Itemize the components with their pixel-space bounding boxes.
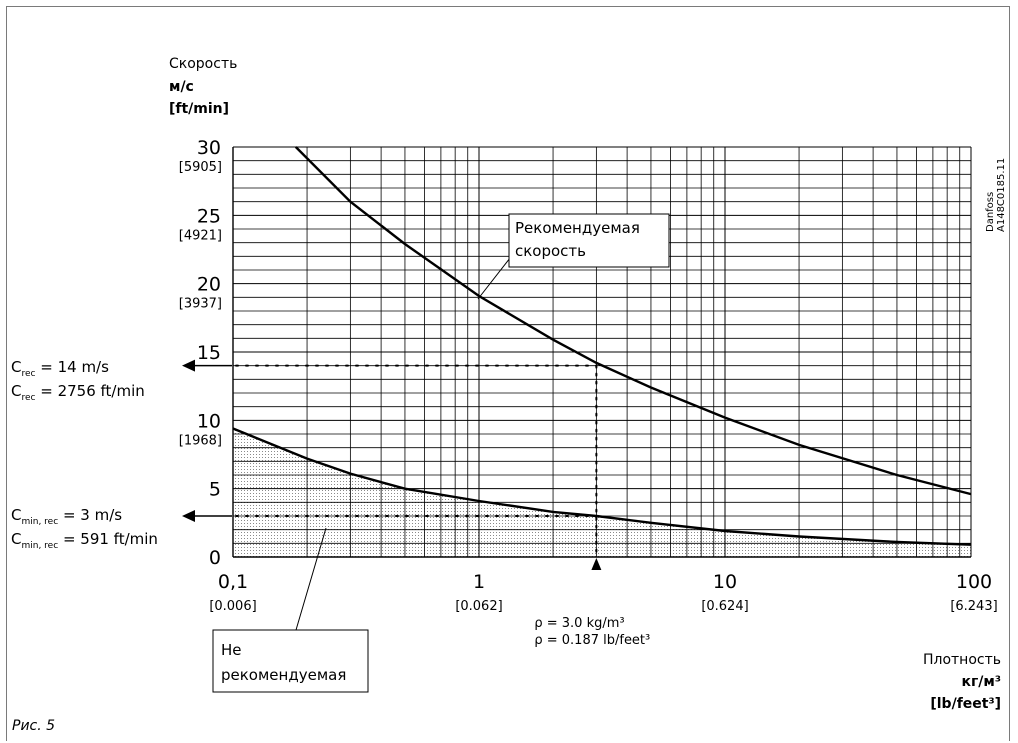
danfoss-label: Danfoss (985, 192, 996, 232)
recommended-box (508, 213, 670, 268)
x-tick-sublabel: [6.243] (950, 599, 997, 614)
y-tick-label: 20 (197, 274, 221, 296)
recommended-box-line1: Рекомендуемая (515, 219, 640, 237)
y-tick-label: 0 (209, 547, 221, 569)
x-tick-sublabel: [0.624] (701, 599, 748, 614)
y-tick-label: 15 (197, 342, 221, 364)
c-rec-si-label: Crec = 14 m/s (11, 358, 109, 379)
c-rec-imperial-label: Crec = 2756 ft/min (11, 382, 145, 403)
not-recommended-leader-line (295, 527, 327, 631)
not-recommended-box-line2: рекомендуемая (221, 666, 346, 684)
not-recommended-box (212, 629, 369, 693)
x-axis-unit: кг/м³ (961, 674, 1001, 690)
y-tick-sublabel: [4921] (179, 228, 222, 243)
x-axis-title: Плотность (923, 652, 1001, 668)
c-min-si-label: Cmin, rec = 3 m/s (11, 506, 122, 527)
y-axis-unit-alt: [ft/min] (169, 101, 229, 117)
x-tick-label: 1 (473, 571, 485, 593)
x-tick-sublabel: [0.062] (455, 599, 502, 614)
figure-frame (6, 6, 1010, 741)
x-tick-sublabel: [0.006] (209, 599, 256, 614)
recommended-leader-line (477, 257, 511, 300)
y-tick-label: 25 (197, 205, 221, 227)
minimum-velocity-curve (232, 427, 972, 546)
x-tick-label: 10 (713, 571, 737, 593)
y-tick-sublabel: [3937] (179, 297, 222, 312)
arrow-left-icon (182, 510, 195, 522)
not-recommended-area (233, 428, 971, 557)
y-tick-label: 30 (197, 137, 221, 159)
recommended-box-line2: скорость (515, 242, 586, 260)
y-axis-unit: м/с (169, 79, 194, 95)
y-axis-title: Скорость (169, 56, 237, 72)
y-tick-sublabel: [1968] (179, 433, 222, 448)
x-tick-label: 100 (956, 571, 992, 593)
not-recommended-box-line1: Не (221, 641, 242, 659)
y-tick-label: 10 (197, 410, 221, 432)
recommended-velocity-curve (294, 146, 972, 496)
x-axis-unit-alt: [lb/feet³] (930, 696, 1001, 712)
density-label-imperial: ρ = 0.187 lb/feet³ (534, 633, 650, 648)
arrow-left-icon (182, 359, 195, 372)
y-tick-label: 5 (209, 479, 221, 501)
y-tick-sublabel: [5905] (179, 160, 222, 175)
arrow-up-icon (591, 558, 602, 570)
x-tick-label: 0,1 (218, 571, 248, 593)
drawing-code-label: A148C0185.11 (996, 158, 1007, 232)
figure-caption: Рис. 5 (12, 718, 55, 734)
c-min-imperial-label: Cmin, rec = 591 ft/min (11, 530, 158, 551)
density-label-si: ρ = 3.0 kg/m³ (534, 616, 624, 631)
